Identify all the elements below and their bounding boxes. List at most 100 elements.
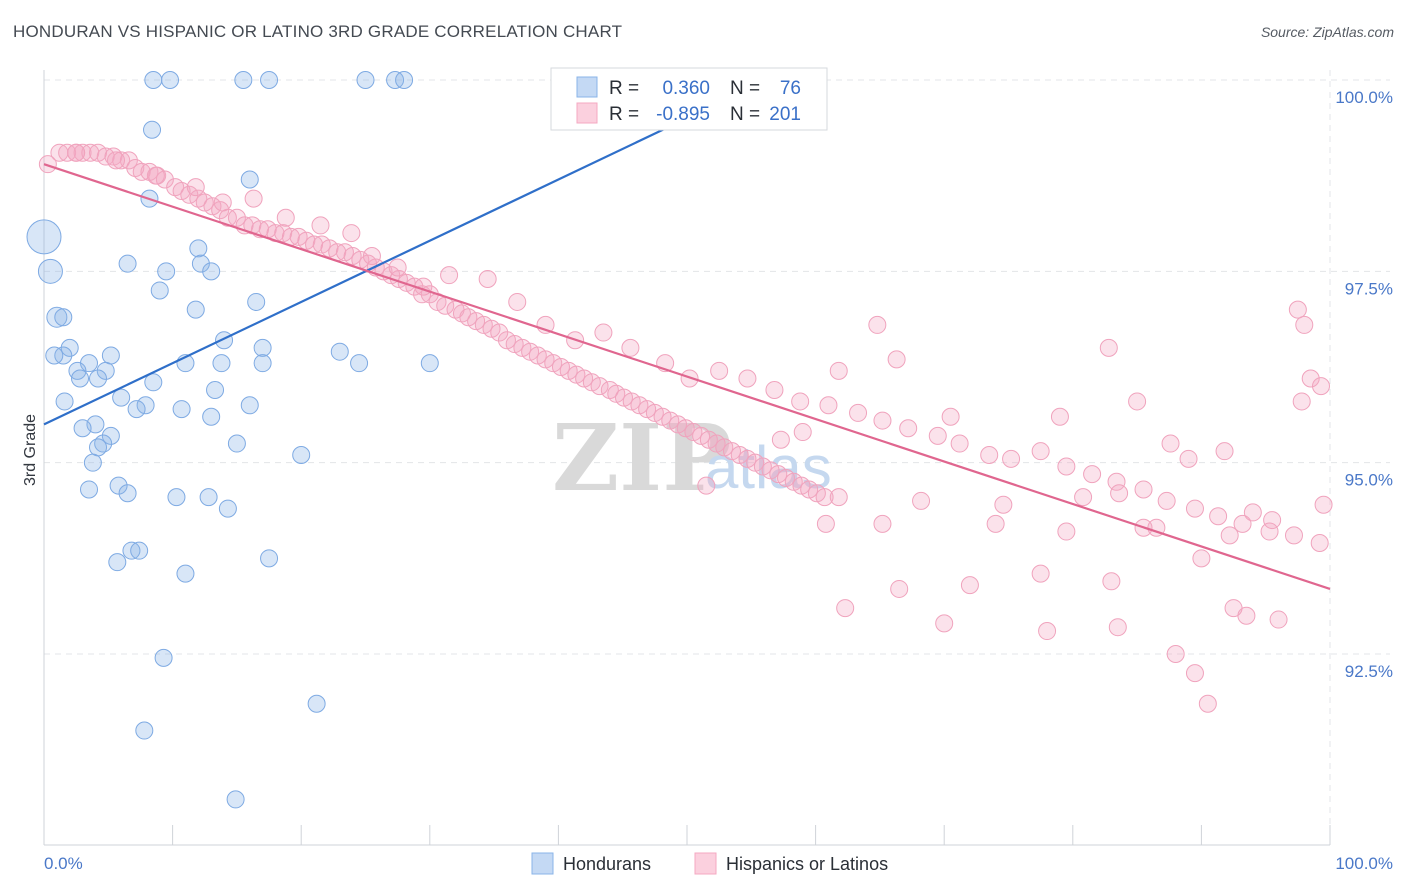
honduran-point [135,721,154,740]
honduran-point [45,346,64,365]
hispanic-point [508,292,527,311]
hispanic-point [621,338,640,357]
hispanic-point [1134,480,1153,499]
hispanic-point [1157,491,1176,510]
legend-r-label-1: R = [609,78,639,99]
honduran-point [101,426,120,445]
honduran-point [118,254,137,273]
legend-n-label-1: N = [730,78,760,99]
honduran-point [96,361,115,380]
bottom-legend-swatch-hondurans[interactable] [531,852,554,875]
hispanic-point [980,446,999,465]
bottom-legend-swatch-hispanics[interactable] [694,852,717,875]
hispanic-point [829,488,848,507]
hispanic-point [1269,610,1288,629]
hispanic-point [1074,488,1093,507]
hispanic-point [887,350,906,369]
honduran-point [89,438,108,457]
hispanic-point [119,151,138,170]
legend-r-value-2: -0.895 [656,104,710,125]
hispanic-point [815,488,834,507]
honduran-point [55,392,74,411]
honduran-point [26,219,62,255]
hispanic-point [1057,522,1076,541]
honduran-point [218,499,237,518]
legend-n-value-1: 76 [780,78,801,99]
hispanic-point [1263,511,1282,530]
hispanic-point [1083,465,1102,484]
y-tick-label: 95.0% [1345,471,1393,490]
hispanic-point [994,495,1013,514]
hispanic-point [1215,442,1234,461]
watermark-zip: ZIP [552,404,731,512]
honduran-point [227,434,246,453]
bottom-legend-hondurans[interactable]: Hondurans [563,854,651,874]
hispanic-point [868,315,887,334]
honduran-point [60,338,79,357]
hispanic-point [1031,442,1050,461]
honduran-point [350,354,369,373]
honduran-point [73,419,92,438]
hispanic-point [1108,618,1127,637]
honduran-point [112,388,131,407]
honduran-point [122,541,141,560]
hispanic-point [1185,664,1204,683]
hispanic-point [1050,407,1069,426]
honduran-point [215,331,234,350]
hispanic-point [1107,472,1126,491]
hispanic-point [590,377,609,396]
honduran-point [150,281,169,300]
hispanic-point [594,323,613,342]
hispanic-point [765,380,784,399]
hispanic-point [1292,392,1311,411]
honduran-point [118,484,137,503]
honduran-point [161,71,180,89]
hispanic-point [1284,526,1303,545]
hispanic-point [388,258,407,277]
legend-n-value-2: 201 [769,104,801,125]
watermark: ZIP atlas [552,404,832,512]
hispanic-point [986,514,1005,533]
honduran-point [260,549,279,568]
honduran-point [109,476,128,495]
hispanic-point [1002,449,1021,468]
honduran-point [130,541,149,560]
hispanic-point [1220,526,1239,545]
hispanic-point [440,266,459,285]
hispanic-point [819,396,838,415]
bottom-legend-hispanics[interactable]: Hispanics or Latinos [726,854,888,874]
honduran-point [386,71,405,89]
legend-r-label-2: R = [609,104,639,125]
honduran-point [199,488,218,507]
honduran-point [206,380,225,399]
honduran-point [143,120,162,139]
honduran-point [71,369,90,388]
legend-box: R = 0.360 N = 76 R = -0.895 N = 201 [550,67,828,131]
hispanic-point [1161,434,1180,453]
honduran-point [240,396,259,415]
honduran-point [54,346,73,365]
hispanic-point [771,430,790,449]
hispanic-point [1224,599,1243,618]
hispanic-point [1311,377,1330,396]
hispanic-point [155,170,174,189]
honduran-point [154,648,173,667]
hispanic-point [81,143,100,162]
honduran-point [226,790,245,809]
hispanic-point [1301,369,1320,388]
hispanic-point [1038,622,1057,641]
hispanic-point [1166,645,1185,663]
hispanic-point [899,419,918,438]
hispanic-point [67,143,86,162]
hispanic-point [478,269,497,288]
hispanic-point [1310,534,1329,553]
hispanic-point [276,208,295,227]
hispanic-point [873,411,892,430]
hispanic-point [1260,522,1279,541]
hispanic-point [941,407,960,426]
legend-r-value-1: 0.360 [662,78,710,99]
hispanic-point [244,189,263,208]
hispanic-point [227,208,246,227]
bottom-legend[interactable]: Hondurans Hispanics or Latinos [531,852,888,875]
honduran-point [37,258,63,284]
